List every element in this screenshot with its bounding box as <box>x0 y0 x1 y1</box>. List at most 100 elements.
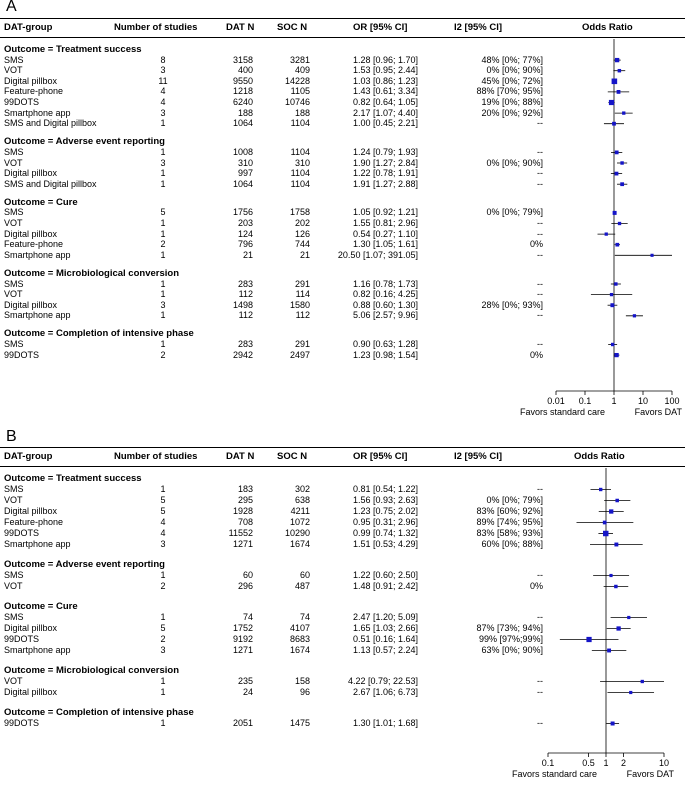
table-row: Smartphone app 3 188 188 2.17 [1.07; 4.40] 20… <box>0 108 685 119</box>
cell-number-of-studies: 3 <box>160 645 166 655</box>
cell-dat-group: VOT <box>4 676 23 686</box>
cell-dat-group: Feature-phone <box>4 86 64 97</box>
cell-number-of-studies: 3 <box>160 539 166 549</box>
cell-dat-group: Smartphone app <box>4 107 71 118</box>
cell-dat-group: SMS and Digital pillbox <box>4 178 97 189</box>
x-axis-tick-label: 10 <box>659 758 669 768</box>
outcome-title: Outcome = Treatment success <box>4 44 142 55</box>
cell-or-ci: 1.30 [1.05; 1.61] <box>352 239 418 250</box>
cell-number-of-studies: 1 <box>160 146 166 157</box>
cell-number-of-studies: 2 <box>160 581 166 591</box>
cell-soc-n: 74 <box>299 612 310 622</box>
header-dat-group: DAT-group <box>4 22 53 33</box>
table-row: VOT 1 235 158 4.22 [0.79; 22.53] -- <box>0 676 685 687</box>
cell-i2-ci: -- <box>537 687 543 697</box>
forest-plot-panel-a: A DAT-group Number of studies DAT N SOC N OR … <box>0 0 685 417</box>
cell-or-ci: 0.88 [0.60; 1.30] <box>352 299 418 310</box>
cell-soc-n: 114 <box>295 289 310 300</box>
cell-soc-n: 291 <box>294 339 310 349</box>
cell-dat-n: 283 <box>237 339 253 349</box>
x-axis-tick-label: 2 <box>621 758 626 768</box>
cell-dat-group: Digital pillbox <box>4 623 58 633</box>
table-row: SMS 1 60 60 1.22 [0.60; 2.50] -- <box>0 570 685 581</box>
cell-or-ci: 0.81 [0.54; 1.22] <box>352 484 418 494</box>
cell-soc-n: 4211 <box>290 506 310 516</box>
cell-dat-group: SMS <box>4 484 24 494</box>
cell-i2-ci: -- <box>537 289 543 300</box>
odds-ratio-marker <box>616 626 621 631</box>
cell-number-of-studies: 1 <box>160 676 166 686</box>
cell-i2-ci: 87% [73%; 94%] <box>476 623 543 633</box>
table-row: Digital pillbox 11 9550 14228 1.03 [0.86; 1.… <box>0 76 685 87</box>
cell-soc-n: 1072 <box>289 517 310 527</box>
cell-number-of-studies: 4 <box>160 528 166 538</box>
odds-ratio-marker <box>617 68 622 73</box>
x-axis-tick-label: 1 <box>603 758 608 768</box>
table-row: SMS 8 3158 3281 1.28 [0.96; 1.70] 48% [0%; 77… <box>0 55 685 66</box>
cell-i2-ci: 0% <box>529 581 543 591</box>
table-row: VOT 2 296 487 1.48 [0.91; 2.42] 0% <box>0 581 685 592</box>
cell-or-ci: 2.47 [1.20; 5.09] <box>352 612 418 622</box>
cell-number-of-studies: 1 <box>160 228 166 239</box>
cell-soc-n: 10746 <box>284 97 310 107</box>
cell-dat-n: 1756 <box>232 207 253 218</box>
table-row: Feature-phone 4 708 1072 0.95 [0.31; 2.96] 89… <box>0 517 685 528</box>
cell-dat-n: 124 <box>237 228 253 239</box>
cell-dat-group: SMS <box>4 339 24 349</box>
table-header-rule <box>0 466 685 467</box>
cell-soc-n: 409 <box>294 65 310 76</box>
cell-or-ci: 4.22 [0.79; 22.53] <box>347 676 418 686</box>
cell-dat-n: 235 <box>237 676 253 686</box>
odds-ratio-marker <box>614 57 620 63</box>
odds-ratio-marker <box>632 314 637 318</box>
table-row: 99DOTS 2 2942 2497 1.23 [0.98; 1.54] 0% <box>0 350 685 361</box>
cell-or-ci: 1.51 [0.53; 4.29] <box>352 539 418 549</box>
cell-dat-group: Digital pillbox <box>4 168 58 179</box>
cell-or-ci: 1.05 [0.92; 1.21] <box>352 207 418 218</box>
cell-number-of-studies: 1 <box>160 168 166 179</box>
cell-soc-n: 3281 <box>289 54 310 65</box>
outcome-row: Outcome = Microbiological conversion <box>0 665 685 676</box>
odds-ratio-marker <box>610 721 615 726</box>
cell-dat-group: 99DOTS <box>4 97 40 107</box>
table-row: Digital pillbox 1 124 126 0.54 [0.27; 1.10] -… <box>0 229 685 240</box>
cell-i2-ci: 0% <box>529 349 543 360</box>
panel-label: B <box>6 428 17 445</box>
odds-ratio-marker <box>620 182 625 187</box>
cell-dat-n: 74 <box>242 612 253 622</box>
cell-or-ci: 2.17 [1.07; 4.40] <box>352 107 418 118</box>
cell-i2-ci: -- <box>537 310 543 321</box>
cell-dat-n: 1064 <box>232 178 253 189</box>
cell-i2-ci: 45% [0%; 72%] <box>481 75 543 86</box>
x-axis-tick-label: 0.1 <box>579 396 592 406</box>
table-row: Feature-phone 4 1218 1105 1.43 [0.61; 3.34] 8… <box>0 86 685 97</box>
cell-dat-n: 9550 <box>232 75 253 86</box>
cell-i2-ci: -- <box>537 228 543 239</box>
cell-soc-n: 1758 <box>289 207 310 218</box>
cell-number-of-studies: 1 <box>160 687 166 697</box>
outcome-title: Outcome = Completion of intensive phase <box>4 707 194 718</box>
cell-i2-ci: 89% [74%; 95%] <box>476 517 543 527</box>
cell-dat-group: 99DOTS <box>4 634 40 644</box>
header-number-of-studies: Number of studies <box>114 451 198 462</box>
cell-dat-group: VOT <box>4 495 23 505</box>
cell-number-of-studies: 1 <box>160 570 166 580</box>
cell-soc-n: 1104 <box>290 146 310 157</box>
outcome-title: Outcome = Adverse event reporting <box>4 136 165 148</box>
outcome-row: Outcome = Cure <box>0 197 685 208</box>
odds-ratio-marker <box>640 679 644 684</box>
favors-left-label: Favors standard care <box>512 769 597 779</box>
odds-ratio-marker <box>603 530 609 537</box>
table-header-rule <box>0 37 685 38</box>
cell-i2-ci: 48% [0%; 77%] <box>481 54 543 65</box>
x-axis-tick-label: 0.5 <box>582 758 595 768</box>
cell-or-ci: 1.48 [0.91; 2.42] <box>352 581 418 591</box>
cell-soc-n: 1674 <box>289 539 310 549</box>
table-row: SMS 1 1008 1104 1.24 [0.79; 1.93] -- <box>0 147 685 158</box>
odds-ratio-marker <box>620 161 624 165</box>
cell-dat-n: 310 <box>237 157 253 168</box>
cell-dat-n: 11552 <box>228 528 253 538</box>
outcome-title: Outcome = Completion of intensive phase <box>4 328 194 340</box>
table-row: Smartphone app 1 112 112 5.06 [2.57; 9.96] -- <box>0 310 685 321</box>
table-row: Smartphone app 3 1271 1674 1.51 [0.53; 4.29]… <box>0 539 685 550</box>
